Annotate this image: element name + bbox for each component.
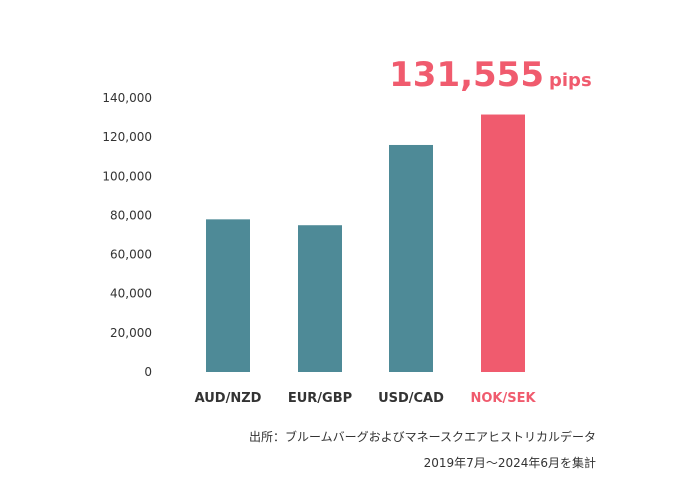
bars	[206, 114, 525, 372]
y-tick-label: 100,000	[102, 169, 152, 183]
y-tick-label: 140,000	[102, 91, 152, 105]
y-tick-label: 0	[144, 365, 152, 379]
y-tick-label: 40,000	[110, 287, 152, 301]
y-tick-label: 80,000	[110, 208, 152, 222]
y-axis: 0 20,000 40,000 60,000 80,000 100,000 120,000 1…	[102, 91, 152, 379]
x-axis: AUD/NZD EUR/GBP USD/CAD NOK/SEK	[195, 391, 537, 406]
source-note: 出所：ブルームバーグおよびマネースクエアヒストリカルデータ	[248, 430, 596, 444]
x-tick-label: AUD/NZD	[195, 391, 262, 406]
highlight-callout: 131,555 pips	[389, 55, 592, 95]
bar-usd-cad	[389, 144, 433, 372]
bar-aud-nzd	[206, 219, 250, 372]
y-tick-label: 20,000	[110, 326, 152, 340]
x-tick-label: EUR/GBP	[288, 391, 352, 406]
bar-nok-sek	[481, 114, 525, 372]
y-tick-label: 120,000	[102, 130, 152, 144]
x-tick-label: NOK/SEK	[470, 391, 536, 406]
bar-eur-gbp	[298, 225, 342, 372]
x-tick-label: USD/CAD	[378, 391, 444, 406]
period-note: 2019年7月〜2024年6月を集計	[423, 456, 596, 470]
callout-value: 131,555	[389, 55, 544, 95]
y-tick-label: 60,000	[110, 248, 152, 262]
callout-unit: pips	[549, 70, 592, 91]
